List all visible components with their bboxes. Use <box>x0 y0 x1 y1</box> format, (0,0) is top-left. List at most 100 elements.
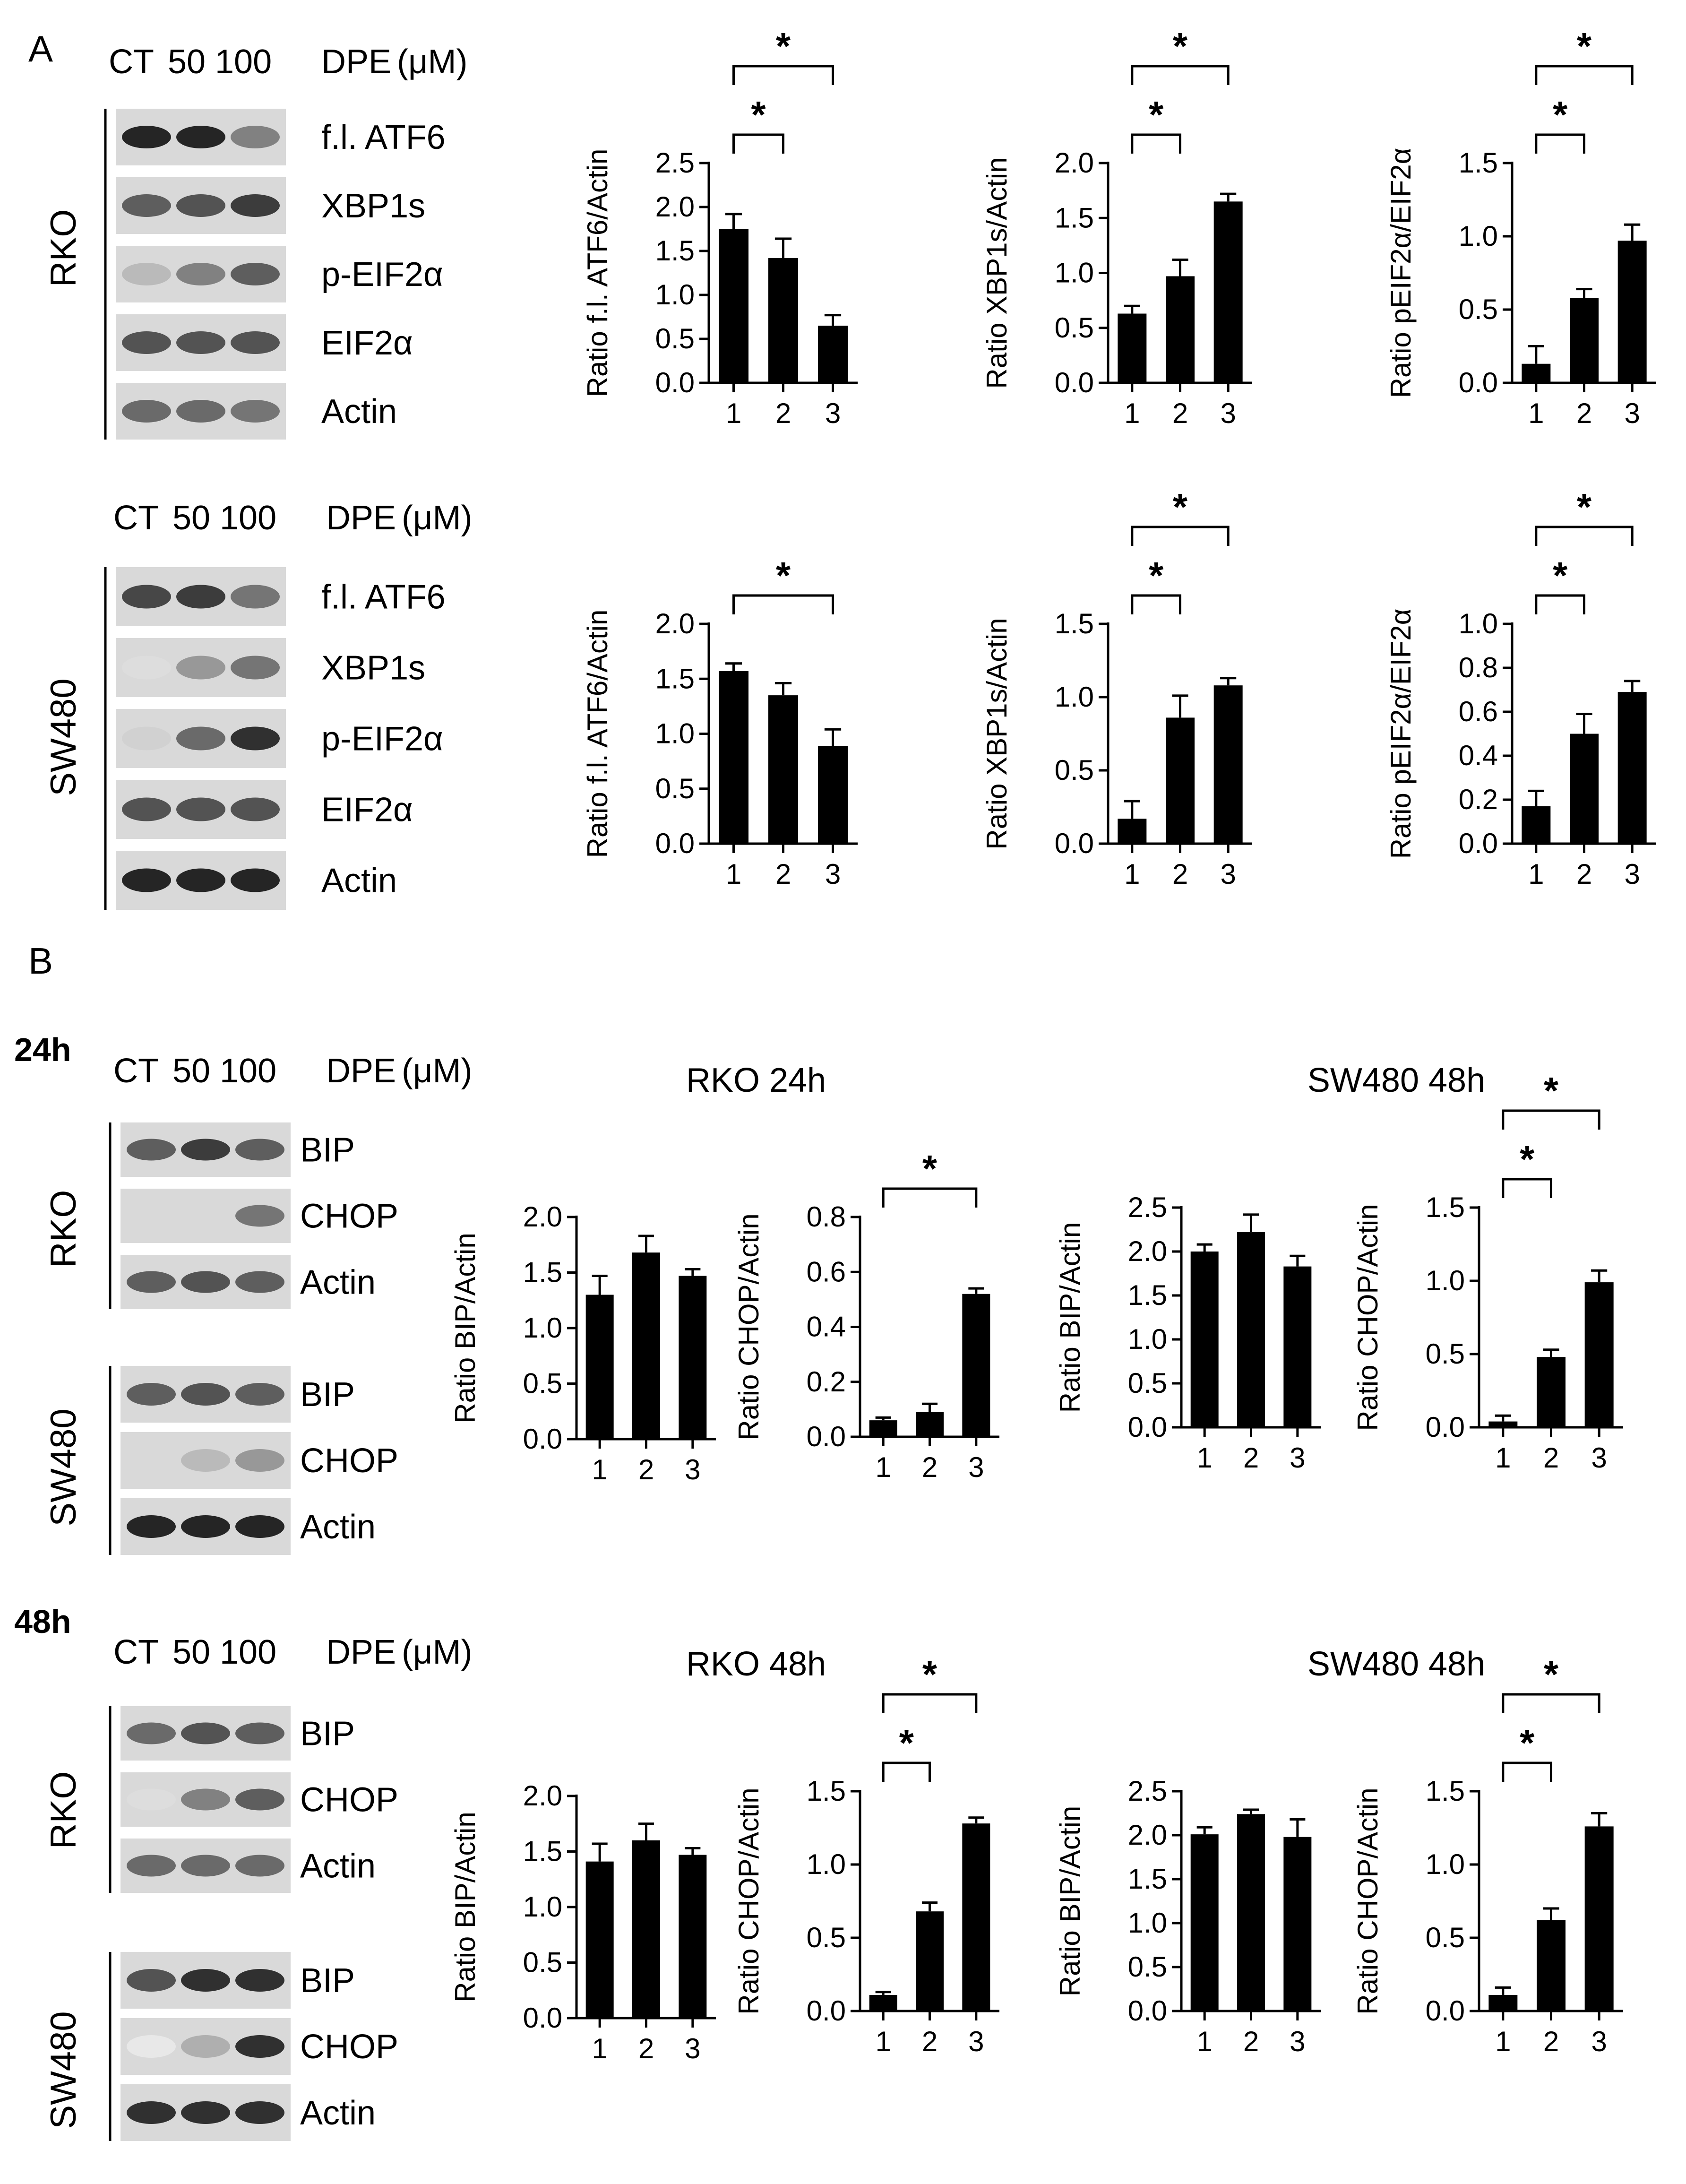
significance-bracket <box>1535 133 1585 154</box>
blot-band <box>235 1139 284 1161</box>
x-tick-label: 3 <box>1591 2026 1607 2057</box>
y-tick-label: 0.5 <box>655 323 695 354</box>
y-tick-label: 1.5 <box>1128 1279 1167 1311</box>
bar-1 <box>1190 1252 1219 1427</box>
blot-band <box>122 726 171 751</box>
y-tick-label: 1.5 <box>523 1836 562 1867</box>
y-axis-label: Ratio XBP1s/Actin <box>981 157 1013 388</box>
x-tick-label: 1 <box>592 1454 607 1485</box>
blot-band <box>122 400 171 423</box>
blot-band <box>181 1383 230 1406</box>
header-ct-4: CT <box>113 1633 159 1671</box>
header-100-1: 100 <box>215 43 272 81</box>
y-tick-label: 1.5 <box>1426 1191 1465 1223</box>
y-tick-label: 0.5 <box>523 1947 562 1978</box>
bar-2 <box>1166 717 1195 844</box>
significance-bracket <box>1502 1693 1600 1713</box>
header-100-3: 100 <box>220 1052 276 1090</box>
y-tick-label: 1.5 <box>523 1257 562 1288</box>
blot-label-bip: BIP <box>300 1715 355 1753</box>
y-tick-label: 0.6 <box>807 1256 846 1287</box>
blot-label-p-eif2-: p-EIF2α <box>321 720 443 758</box>
bar-chart-a-rko-peif2a: 0.0 0.5 1.0 1.5 Ratio pEIF2α/EIF2α 1 2 3 ** <box>1385 25 1656 429</box>
y-tick-label: 1.0 <box>1055 257 1094 289</box>
header-unit-1: (μM) <box>397 43 467 81</box>
bar-2 <box>1570 734 1599 844</box>
bar-chart-b24-rko-chop: 0.0 0.2 0.4 0.6 0.8 Ratio CHOP/Actin 1 2 3 * <box>733 1148 999 1483</box>
x-tick-label: 3 <box>1624 858 1640 890</box>
significance-bracket <box>732 65 834 85</box>
significance-star: * <box>751 94 766 136</box>
blot-band <box>122 585 171 609</box>
blot-band <box>231 400 280 423</box>
y-tick-label: 1.5 <box>1055 608 1094 639</box>
blot-band <box>176 400 225 423</box>
panel-label-b: B <box>28 940 53 982</box>
blot-band <box>231 126 280 148</box>
header-ct-3: CT <box>113 1052 159 1090</box>
bar-2 <box>1166 276 1195 383</box>
blot-band <box>176 194 225 217</box>
x-tick-label: 1 <box>592 2033 607 2064</box>
y-axis-label: Ratio f.l. ATF6/Actin <box>582 149 613 397</box>
y-tick-label: 2.0 <box>1128 1819 1167 1851</box>
x-tick-label: 2 <box>638 2033 654 2064</box>
blot-band <box>127 1271 176 1293</box>
significance-bracket <box>732 594 834 614</box>
bar-2 <box>1237 1232 1265 1427</box>
x-tick-label: 3 <box>685 1454 700 1485</box>
y-tick-label: 0.2 <box>807 1366 846 1398</box>
significance-bracket <box>1502 1178 1552 1198</box>
y-tick-label: 1.5 <box>1128 1863 1167 1895</box>
y-tick-label: 0.5 <box>807 1922 846 1953</box>
y-axis-label: Ratio CHOP/Actin <box>733 1787 765 2014</box>
y-tick-label: 1.0 <box>1459 608 1498 639</box>
blot-band <box>176 656 225 680</box>
blot-band <box>235 1855 284 1877</box>
header-100-4: 100 <box>220 1633 276 1671</box>
bar-3 <box>1584 1826 1614 2011</box>
bar-1 <box>719 671 748 844</box>
bar-1 <box>1190 1834 1219 2011</box>
blot-band <box>231 194 280 217</box>
blot-band <box>235 1722 284 1744</box>
chart-title-sw480-24h: SW480 48h <box>1308 1062 1485 1099</box>
y-tick-label: 1.5 <box>807 1775 846 1807</box>
blot-label-actin: Actin <box>300 1847 376 1885</box>
y-tick-label: 0.0 <box>1459 828 1498 859</box>
y-tick-label: 1.5 <box>655 663 695 694</box>
bar-chart-b24-sw480-chop: 0.0 0.5 1.0 1.5 Ratio CHOP/Actin 1 2 3 ** <box>1352 1070 1623 1474</box>
blot-label-p-eif2-: p-EIF2α <box>321 256 443 294</box>
panel-label-a: A <box>28 28 53 69</box>
blot-band <box>235 1515 284 1538</box>
bar-2 <box>916 1911 944 2011</box>
y-tick-label: 0.4 <box>1459 740 1498 771</box>
significance-bracket <box>1131 133 1181 154</box>
y-tick-label: 1.0 <box>655 279 695 311</box>
bar-2 <box>768 695 798 844</box>
y-axis-label: Ratio f.l. ATF6/Actin <box>582 610 613 858</box>
x-tick-label: 3 <box>825 858 841 890</box>
x-tick-label: 1 <box>1495 1442 1511 1474</box>
significance-star: * <box>776 554 791 596</box>
bar-chart-a-sw480-atf6: 0.0 0.5 1.0 1.5 2.0 Ratio f.l. ATF6/Actin 1 2 3 * <box>582 554 858 890</box>
blot-band <box>176 797 225 821</box>
x-tick-label: 1 <box>875 2026 891 2057</box>
blot-band <box>181 1788 230 1811</box>
bar-2 <box>1570 298 1599 383</box>
x-tick-label: 2 <box>1243 2026 1259 2057</box>
significance-bracket <box>1502 1761 1552 1782</box>
significance-star: * <box>1173 25 1188 67</box>
blot-band <box>235 2101 284 2124</box>
bar-3 <box>818 746 848 844</box>
x-tick-label: 1 <box>1528 397 1544 429</box>
bar-1 <box>1522 363 1551 383</box>
y-tick-label: 0.5 <box>1128 1951 1167 1983</box>
significance-bracket <box>882 1761 931 1782</box>
bar-1 <box>1522 806 1551 844</box>
bar-2 <box>916 1412 944 1437</box>
blot-band <box>127 1515 176 1538</box>
cell-line-label-rko-b48: RKO <box>43 1771 84 1849</box>
y-axis-label: Ratio pEIF2α/EIF2α <box>1385 609 1417 859</box>
blot-band <box>235 1271 284 1293</box>
